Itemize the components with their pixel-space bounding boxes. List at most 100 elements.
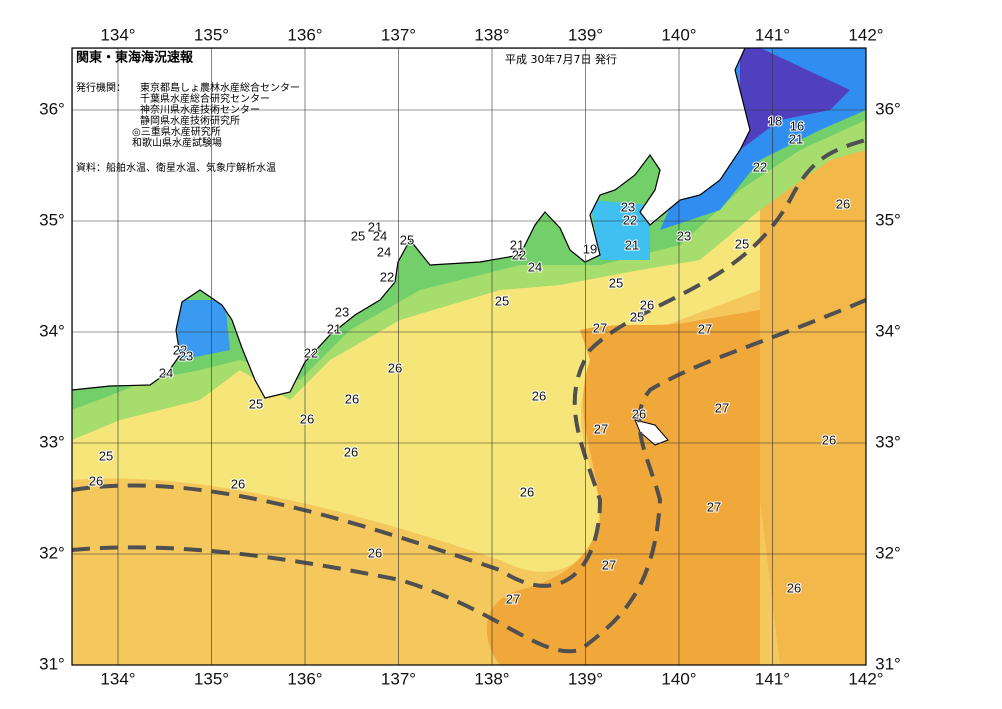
contour-label: 22: [173, 342, 187, 357]
sea-27: [486, 310, 760, 665]
lon-label: 137°: [381, 25, 416, 44]
lat-label: 33°: [875, 432, 901, 451]
contour-label: 27: [602, 557, 616, 572]
contour-label: 25: [99, 448, 113, 463]
lon-label: 137°: [381, 669, 416, 688]
sea-east: [760, 140, 866, 665]
osaka-bay: [175, 300, 230, 360]
contour-label: 27: [698, 321, 712, 336]
contour-label: 19: [583, 241, 597, 256]
lat-label: 32°: [875, 543, 901, 562]
contour-label: 21: [789, 131, 803, 146]
lon-label: 138°: [474, 669, 509, 688]
lat-label: 36°: [39, 99, 65, 118]
lon-label: 139°: [568, 25, 603, 44]
contour-label: 22: [380, 269, 394, 284]
contour-label: 27: [506, 591, 520, 606]
lat-label: 34°: [875, 321, 901, 340]
lon-label: 136°: [287, 669, 322, 688]
contour-label: 26: [231, 476, 245, 491]
contour-label: 26: [388, 360, 402, 375]
contour-label: 26: [344, 444, 358, 459]
contour-label: 21: [327, 321, 341, 336]
contour-label: 16: [790, 118, 804, 133]
contour-label: 23: [179, 348, 193, 363]
contour-label: 25: [351, 228, 365, 243]
contour-label: 23: [621, 199, 635, 214]
contour-label: 27: [594, 421, 608, 436]
contour-label: 23: [335, 304, 349, 319]
contour-label: 25: [735, 236, 749, 251]
lat-label: 35°: [39, 210, 65, 229]
lon-label: 142°: [848, 669, 883, 688]
contour-label: 25: [400, 232, 414, 247]
grid: [72, 48, 866, 665]
contour-label: 25: [495, 293, 509, 308]
issuer: 千葉県水産総合研究センター: [140, 92, 270, 105]
lat-label: 31°: [39, 654, 65, 673]
contour-label: 26: [300, 411, 314, 426]
contour-label: 26: [836, 196, 850, 211]
kuroshio-south: [72, 298, 866, 654]
contour-label: 22: [753, 159, 767, 174]
kuroshio-north: [72, 138, 866, 588]
contour-label: 21: [625, 237, 639, 252]
contour-label: 26: [787, 580, 801, 595]
title: 関東・東海海況速報: [76, 50, 194, 66]
contour-label: 21: [368, 219, 382, 234]
contour-label: 27: [707, 499, 721, 514]
contour-label: 24: [373, 228, 387, 243]
lon-label: 141°: [755, 669, 790, 688]
contour-label: 26: [368, 545, 382, 560]
lat-label: 33°: [39, 432, 65, 451]
axes: 134° 134° 135° 135° 136° 136° 137° 137° 138° 138°…: [39, 25, 901, 688]
contour-label: 26: [89, 473, 103, 488]
contour-label: 26: [822, 432, 836, 447]
contour-label: 26: [532, 388, 546, 403]
lon-label: 134°: [100, 25, 135, 44]
contour-label: 23: [677, 228, 691, 243]
contour-label: 22: [512, 247, 526, 262]
contour-label: 26: [520, 484, 534, 499]
contour-label: 24: [159, 365, 173, 380]
island: [634, 419, 669, 446]
lat-label: 31°: [875, 654, 901, 673]
issuers-label: 発行機関：: [76, 81, 126, 94]
lat-label: 36°: [875, 99, 901, 118]
contour-label: 25: [609, 275, 623, 290]
sea-cold: [740, 48, 850, 150]
issuer: ◎三重県水産研究所: [132, 125, 221, 138]
contour-label: 18: [768, 113, 782, 128]
lon-label: 139°: [568, 669, 603, 688]
contour-label: 22: [623, 212, 637, 227]
issuer: 東京都島しょ農林水産総合センター: [140, 81, 300, 94]
issuer: 神奈川県水産技術センター: [140, 103, 260, 116]
contour-label: 27: [715, 400, 729, 415]
issue-date: 平成 30年7月7日 発行: [505, 52, 617, 66]
contour-label: 27: [593, 320, 607, 335]
issuer: 和歌山県水産試験場: [132, 136, 222, 149]
contour-label: 24: [528, 259, 542, 274]
lon-label: 140°: [661, 25, 696, 44]
contour-label: 26: [640, 297, 654, 312]
contour-label: 21: [510, 237, 524, 252]
contour-label: 25: [630, 309, 644, 324]
lon-label: 135°: [194, 669, 229, 688]
land: [72, 48, 751, 399]
lon-label: 142°: [848, 25, 883, 44]
lat-label: 32°: [39, 543, 65, 562]
lon-label: 136°: [287, 25, 322, 44]
issuer: 静岡県水産技術研究所: [140, 114, 240, 127]
lon-label: 134°: [100, 669, 135, 688]
contour-label: 25: [249, 396, 263, 411]
source: 資料：船舶水温、衛星水温、気象庁解析水温: [76, 161, 276, 174]
contour-label: 24: [377, 244, 391, 259]
lat-label: 35°: [875, 210, 901, 229]
frame: [71, 47, 867, 666]
lon-label: 141°: [755, 25, 790, 44]
lon-label: 140°: [661, 669, 696, 688]
lon-label: 135°: [194, 25, 229, 44]
